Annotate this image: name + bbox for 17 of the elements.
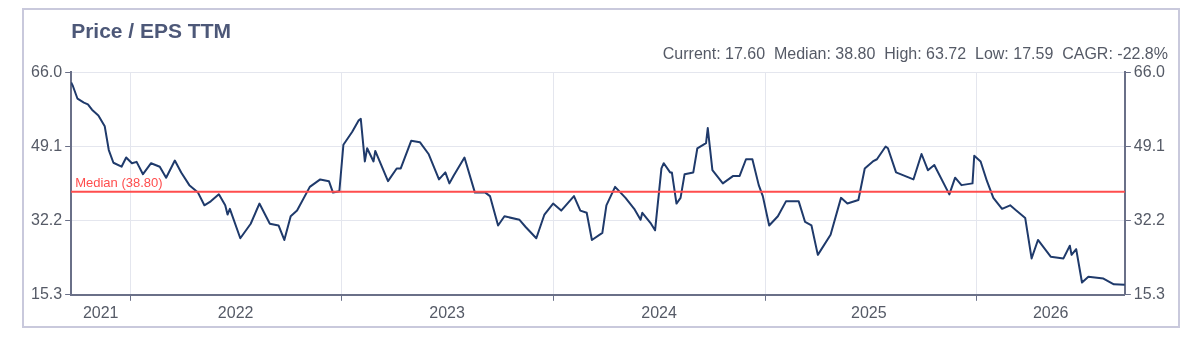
chart-title: Price / EPS TTM	[71, 19, 232, 43]
y-tick-label: 49.1	[31, 136, 63, 154]
x-tick-label: 2025	[851, 303, 887, 321]
x-tick-label: 2021	[82, 303, 119, 321]
x-tick-label: 2022	[217, 303, 254, 321]
chart-subtitle: Current: 17.60 Median: 38.80 High: 63.72 Low: 17.59 CAGR: -22.8%	[662, 45, 1168, 63]
y-tick-label: 32.2	[31, 211, 63, 229]
y2-tick-label: 15.3	[1133, 285, 1166, 303]
y2-tick-label: 32.2	[1133, 211, 1166, 229]
y-tick-label: 15.3	[31, 285, 63, 303]
x-tick-label: 2023	[429, 303, 465, 321]
ref-line-label: Median (38.80)	[75, 174, 163, 190]
y2-tick-label: 49.1	[1133, 136, 1166, 154]
x-tick-label: 2026	[1032, 303, 1069, 321]
x-tick-label: 2024	[641, 303, 678, 321]
y-tick-label: 66.0	[31, 62, 63, 80]
y2-tick-label: 66.0	[1133, 62, 1166, 80]
